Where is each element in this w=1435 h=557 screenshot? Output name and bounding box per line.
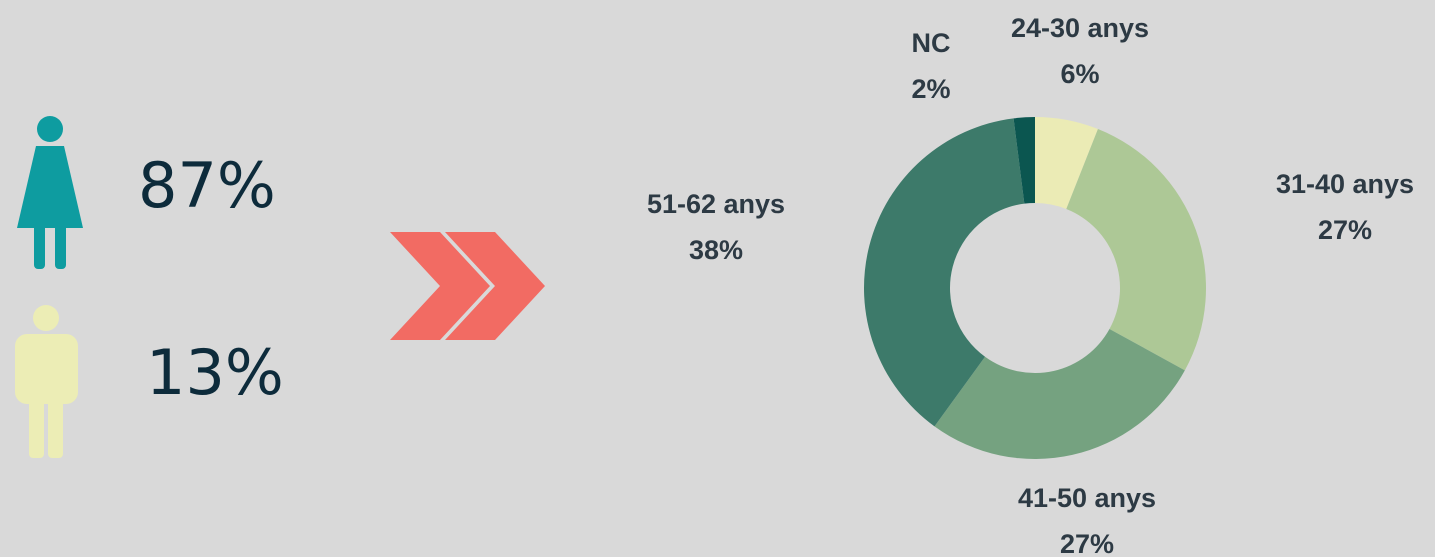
slice-category: 31-40 anys bbox=[1276, 169, 1414, 199]
donut-slice bbox=[1066, 129, 1206, 371]
slice-category: 41-50 anys bbox=[1018, 483, 1156, 513]
slice-category: NC bbox=[912, 28, 951, 58]
male-percent: 13% bbox=[146, 336, 284, 409]
donut-slice bbox=[1013, 117, 1035, 204]
slice-value-label: 6% bbox=[1060, 59, 1099, 89]
slice-category: 24-30 anys bbox=[1011, 13, 1149, 43]
female-percent: 87% bbox=[138, 149, 276, 222]
slice-value-label: 27% bbox=[1060, 529, 1114, 557]
donut-slice bbox=[864, 118, 1025, 427]
chevrons bbox=[390, 232, 545, 340]
slice-value-label: 2% bbox=[911, 74, 950, 104]
male-icon bbox=[15, 305, 78, 458]
donut-slice bbox=[934, 328, 1185, 459]
female-icon bbox=[17, 116, 83, 269]
donut-slice bbox=[1035, 117, 1098, 209]
slice-category: 51-62 anys bbox=[647, 189, 785, 219]
slice-value-label: 27% bbox=[1318, 215, 1372, 245]
slice-value-label: 38% bbox=[689, 235, 743, 265]
